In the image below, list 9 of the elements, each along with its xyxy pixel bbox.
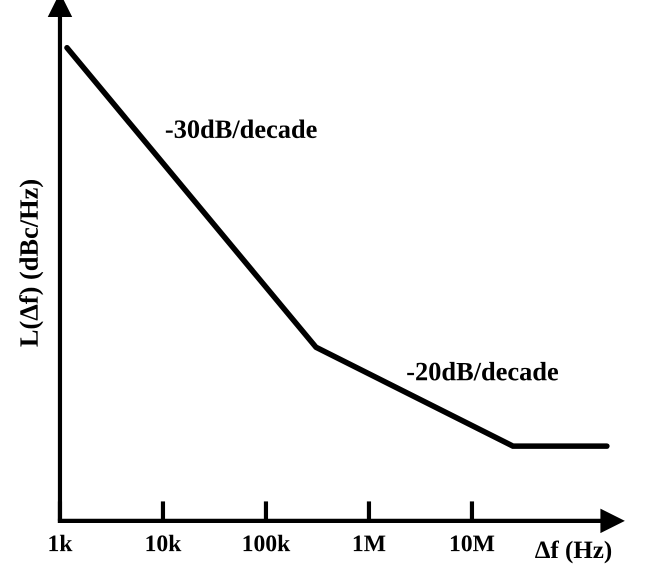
y-axis-title: L(Δf) (dBc/Hz) [19, 180, 44, 347]
x-tick-label: 1k [49, 534, 72, 552]
x-tick-label: 1M [354, 536, 386, 552]
x-tick-label: 100k [244, 534, 290, 552]
annotation: -30dB/decade [166, 120, 317, 138]
x-axis-title: Δf (Hz) [535, 540, 612, 564]
annotation: -20dB/decade [407, 362, 558, 380]
x-tick-label: 10M [450, 535, 494, 552]
x-tick-label: 10k [146, 534, 182, 552]
